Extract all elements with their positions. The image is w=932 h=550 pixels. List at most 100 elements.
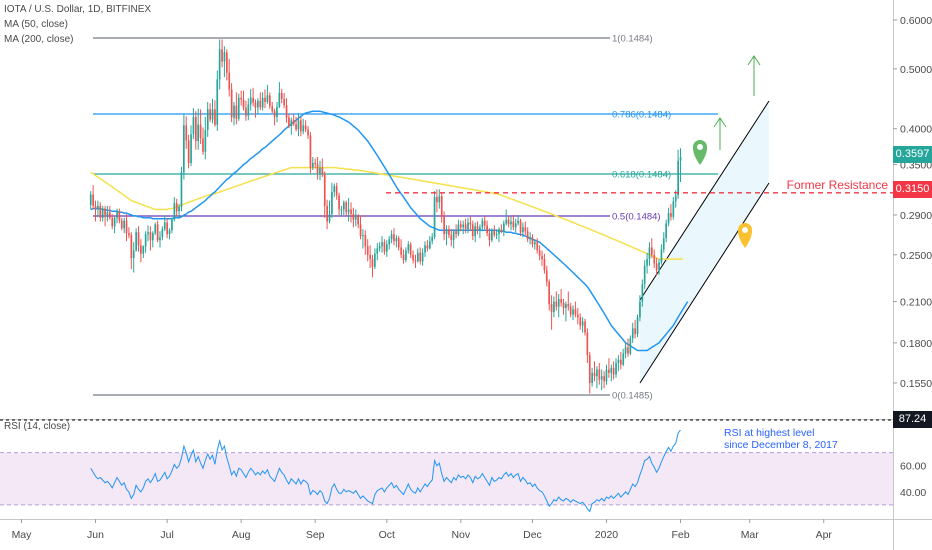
candle-body	[581, 321, 584, 326]
candle-body	[457, 224, 460, 235]
candle-body	[548, 281, 550, 305]
candle-body	[109, 212, 111, 218]
candle-body	[615, 363, 617, 375]
candle-body	[443, 216, 445, 235]
price-tick-label: 0.2100	[900, 297, 932, 309]
candle-body	[386, 244, 388, 252]
candle-body	[235, 105, 238, 119]
candle-body	[560, 299, 562, 303]
candle-body	[493, 230, 496, 236]
candle-body	[152, 233, 154, 241]
candle-body	[328, 214, 331, 222]
candle-body	[378, 246, 381, 249]
candle-body	[149, 232, 152, 241]
candle-body	[505, 219, 508, 224]
rsi-legend[interactable]: RSI (14, close)	[4, 421, 71, 432]
candle-body	[252, 97, 254, 103]
time-tick-label: Aug	[232, 529, 251, 541]
candle-body	[646, 259, 648, 266]
candle-body	[424, 245, 426, 253]
candle-body	[247, 104, 250, 116]
candle-body	[292, 120, 295, 125]
price-tick-label: 0.1800	[900, 338, 932, 350]
candle-body	[113, 217, 116, 227]
candle-body	[128, 233, 130, 236]
candle-body	[651, 247, 653, 255]
candle-body	[97, 205, 99, 210]
candle-body	[269, 95, 271, 107]
candle-body	[331, 192, 333, 215]
candle-body	[249, 97, 252, 105]
candle-body	[450, 235, 453, 241]
candle-body	[622, 353, 625, 365]
candle-body	[605, 369, 608, 382]
rsi-tick-label: 60.00	[900, 461, 926, 473]
candle-body	[665, 223, 667, 239]
rsi-value-tag: 87.24	[893, 411, 932, 428]
candle-body	[395, 238, 398, 242]
candle-body	[132, 250, 135, 258]
candle-body	[123, 220, 125, 229]
price-tick-label: 0.5000	[900, 64, 932, 76]
price-channel	[639, 100, 770, 384]
candle-body	[467, 222, 469, 230]
ma200-legend[interactable]: MA (200, close)	[4, 34, 74, 45]
candle-body	[154, 224, 157, 234]
candle-body	[474, 226, 476, 237]
candle-body	[94, 205, 97, 210]
candle-body	[300, 120, 302, 132]
candle-body	[142, 246, 145, 254]
candle-body	[419, 252, 422, 262]
candle-body	[89, 194, 92, 205]
candle-body	[512, 221, 515, 228]
candle-body	[679, 157, 682, 161]
candle-body	[555, 301, 558, 307]
candle-body	[276, 106, 278, 117]
candle-body	[335, 186, 338, 196]
time-tick-label: Dec	[523, 529, 542, 541]
candle-body	[343, 202, 345, 210]
candle-body	[495, 234, 498, 236]
candle-body	[314, 163, 316, 164]
candle-body	[326, 205, 328, 222]
candle-body	[221, 49, 223, 62]
candle-body	[175, 203, 178, 212]
rsi-note-line1: RSI at highest level	[724, 427, 814, 439]
candle-body	[321, 167, 324, 175]
candle-body	[534, 242, 536, 245]
candle-body	[266, 95, 269, 102]
candle-body	[366, 246, 369, 255]
candle-body	[195, 116, 197, 142]
candle-body	[374, 253, 376, 267]
candle-body	[438, 196, 441, 203]
candle-body	[173, 203, 176, 220]
candle-body	[257, 100, 259, 108]
price-tick-label: 0.2900	[900, 210, 932, 222]
candle-body	[464, 224, 467, 230]
candle-body	[218, 49, 221, 80]
rsi-line	[90, 429, 681, 513]
candle-body	[187, 140, 190, 163]
time-tick-label: 2020	[595, 529, 619, 541]
candle-body	[588, 355, 591, 383]
symbol-legend[interactable]: IOTA / U.S. Dollar, 1D, BITFINEX	[4, 4, 152, 15]
time-tick-label: Jun	[87, 529, 104, 541]
candle-body	[577, 314, 579, 318]
candle-body	[280, 93, 283, 99]
candle-body	[574, 309, 577, 315]
candle-body	[460, 224, 462, 228]
candle-body	[660, 249, 663, 263]
ma50-line	[90, 110, 689, 352]
candle-body	[483, 220, 486, 226]
candle-body	[536, 242, 539, 251]
candle-body	[101, 208, 104, 218]
candle-body	[407, 244, 410, 251]
ma50-legend[interactable]: MA (50, close)	[4, 19, 68, 30]
candle-body	[507, 219, 510, 225]
last-price-tag: 0.3597	[893, 146, 932, 163]
candle-body	[371, 259, 374, 267]
candle-body	[388, 239, 391, 245]
candle-body	[405, 250, 407, 261]
candle-body	[359, 224, 362, 237]
